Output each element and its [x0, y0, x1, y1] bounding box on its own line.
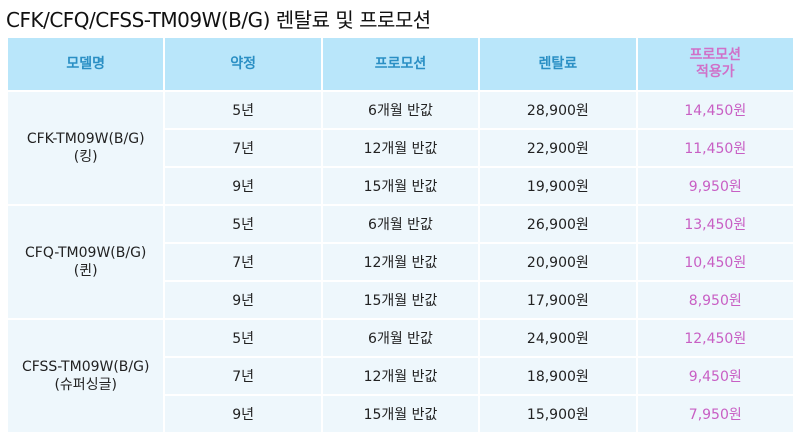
- table-header-row: 모델명 약정 프로모션 렌탈료 프로모션 적용가: [5, 36, 796, 92]
- header-model: 모델명: [5, 36, 166, 92]
- rent-cell: 18,900원: [478, 356, 638, 396]
- model-cell: CFK-TM09W(B/G) (킹): [5, 90, 166, 206]
- model-cell: CFSS-TM09W(B/G) (슈퍼싱글): [5, 318, 166, 434]
- rent-cell: 24,900원: [478, 318, 638, 358]
- table-row: 9년 15개월 반값 17,900원 8,950원: [7, 280, 796, 320]
- promotion-cell: 6개월 반값: [320, 90, 481, 130]
- model-subname: (킹): [73, 149, 98, 165]
- model-name: CFK-TM09W(B/G): [26, 131, 145, 147]
- rent-cell: 20,900원: [478, 242, 638, 282]
- table-row: CFSS-TM09W(B/G) (슈퍼싱글) 5년 6개월 반값 24,900원 12,4…: [5, 318, 796, 434]
- promo-price-cell: 8,950원: [635, 280, 796, 320]
- header-term: 약정: [163, 36, 323, 92]
- rent-cell: 26,900원: [478, 204, 638, 244]
- term-cell: 7년: [163, 356, 323, 396]
- table-row: 7년 12개월 반값 20,900원 10,450원: [7, 242, 796, 282]
- term-cell: 5년: [163, 90, 323, 130]
- promotion-cell: 6개월 반값: [320, 204, 481, 244]
- term-cell: 5년: [163, 204, 323, 244]
- page-title: CFK/CFQ/CFSS-TM09W(B/G) 렌탈료 및 프로모션: [6, 8, 431, 32]
- rent-cell: 22,900원: [478, 128, 638, 168]
- promo-price-cell: 9,950원: [635, 166, 796, 206]
- promo-price-cell: 13,450원: [635, 204, 796, 244]
- promo-price-cell: 10,450원: [635, 242, 796, 282]
- term-cell: 7년: [163, 242, 323, 282]
- header-promo-price-line2: 적용가: [695, 64, 735, 80]
- rent-cell: 15,900원: [478, 394, 638, 434]
- table-row: CFK-TM09W(B/G) (킹) 5년 6개월 반값 28,900원 14,450원: [5, 90, 796, 206]
- promotion-cell: 12개월 반값: [320, 128, 481, 168]
- term-cell: 7년: [163, 128, 323, 168]
- promo-price-cell: 7,950원: [635, 394, 796, 434]
- promotion-cell: 12개월 반값: [320, 356, 481, 396]
- table-row: 7년 12개월 반값 18,900원 9,450원: [7, 356, 796, 396]
- promotion-cell: 15개월 반값: [320, 166, 481, 206]
- rent-cell: 17,900원: [478, 280, 638, 320]
- header-rent: 렌탈료: [478, 36, 638, 92]
- promotion-cell: 15개월 반값: [320, 394, 481, 434]
- term-cell: 9년: [163, 280, 323, 320]
- model-name: CFQ-TM09W(B/G): [25, 245, 147, 261]
- promo-price-cell: 9,450원: [635, 356, 796, 396]
- model-subname: (퀸): [73, 263, 98, 279]
- promotion-cell: 15개월 반값: [320, 280, 481, 320]
- model-name: CFSS-TM09W(B/G): [21, 359, 150, 375]
- rental-price-table: 모델명 약정 프로모션 렌탈료 프로모션 적용가 CFK-TM09W(B/G) (킹…: [5, 36, 796, 434]
- table-row: 9년 15개월 반값 19,900원 9,950원: [7, 166, 796, 206]
- rent-cell: 28,900원: [478, 90, 638, 130]
- table-row: 7년 12개월 반값 22,900원 11,450원: [7, 128, 796, 168]
- promo-price-cell: 12,450원: [635, 318, 796, 358]
- model-subname: (슈퍼싱글): [54, 377, 117, 393]
- term-cell: 9년: [163, 394, 323, 434]
- model-cell: CFQ-TM09W(B/G) (퀸): [5, 204, 166, 320]
- term-cell: 5년: [163, 318, 323, 358]
- promotion-cell: 6개월 반값: [320, 318, 481, 358]
- promo-price-cell: 11,450원: [635, 128, 796, 168]
- rent-cell: 19,900원: [478, 166, 638, 206]
- table-row: 9년 15개월 반값 15,900원 7,950원: [7, 394, 796, 434]
- header-promotion: 프로모션: [320, 36, 481, 92]
- term-cell: 9년: [163, 166, 323, 206]
- header-promo-price-line1: 프로모션: [689, 47, 742, 63]
- table-row: CFQ-TM09W(B/G) (퀸) 5년 6개월 반값 26,900원 13,450원: [5, 204, 796, 320]
- header-promo-price: 프로모션 적용가: [635, 36, 796, 92]
- promotion-cell: 12개월 반값: [320, 242, 481, 282]
- promo-price-cell: 14,450원: [635, 90, 796, 130]
